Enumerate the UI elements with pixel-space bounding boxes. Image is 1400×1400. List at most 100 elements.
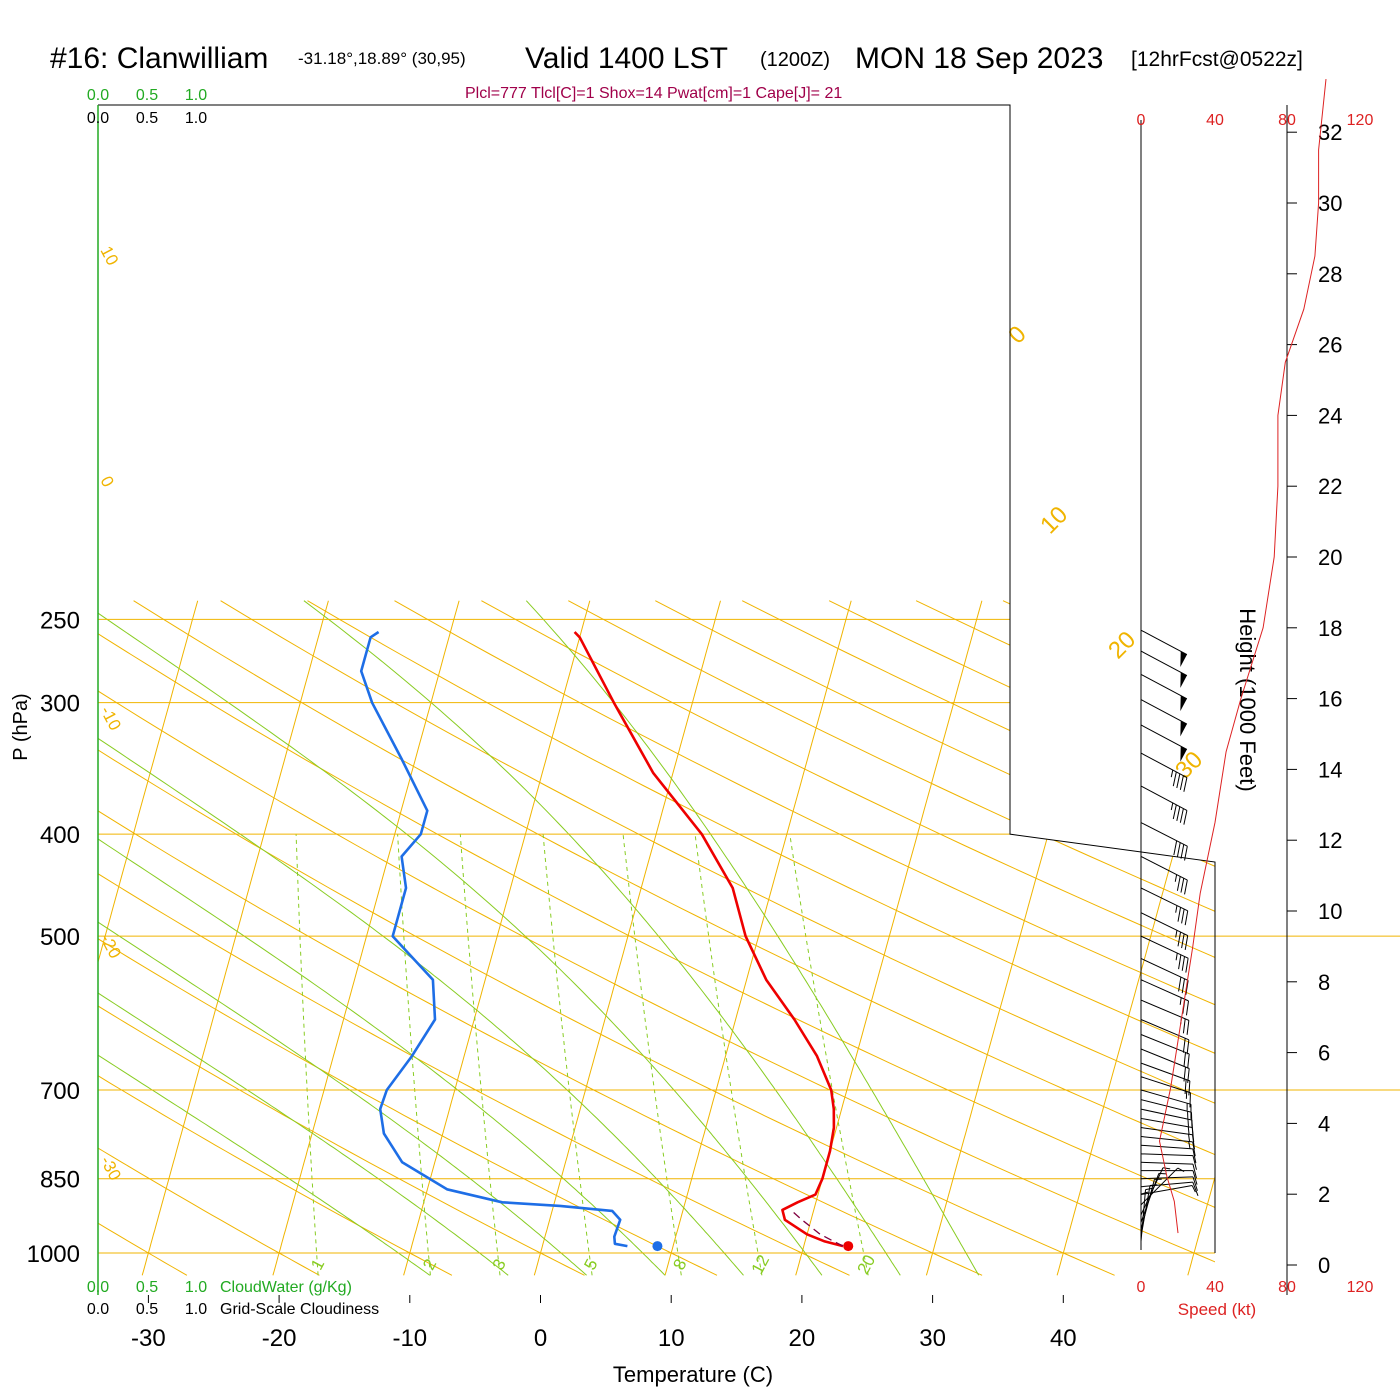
wind-barb: [1140, 1076, 1191, 1108]
wind-barb-feather: [1178, 954, 1182, 970]
x-tick-label: 10: [658, 1325, 685, 1352]
wind-barb-feather: [1180, 878, 1185, 893]
height-tick-label: 14: [1318, 757, 1342, 782]
wind-barb-feather: [1173, 840, 1178, 856]
cloudwater-top-tick: 0.0: [87, 87, 109, 104]
moist-adiabat-line: [98, 600, 431, 1276]
wind-barb-feather: [1183, 1052, 1187, 1068]
wind-barb-feather: [1192, 1176, 1198, 1191]
wind-barb-pennant: [1180, 672, 1187, 688]
wind-barb-staff: [1140, 1089, 1192, 1105]
wind-barb-feather: [1183, 1066, 1187, 1082]
wind-barb-half-feather: [1140, 1191, 1149, 1195]
dry-adiabat-line: [481, 600, 1215, 1276]
isotherm-line: [403, 600, 591, 1276]
wind-barb-feather: [1182, 1018, 1186, 1034]
wind-barb-staff: [1140, 1048, 1190, 1069]
speed-top-tick: 40: [1206, 112, 1224, 129]
wind-barb: [1140, 1144, 1197, 1164]
wind-barb-feather: [1176, 773, 1181, 789]
wind-barb-half-feather: [1187, 1126, 1190, 1135]
dry-adiabat-line: [394, 600, 1215, 1276]
pressure-tick-label: 850: [40, 1167, 80, 1194]
wind-barb-staff: [1140, 856, 1188, 881]
adiabat-label: 30: [1170, 746, 1208, 784]
wind-barb-staff: [1140, 822, 1188, 847]
wind-barb: [1140, 1135, 1196, 1157]
isotherm-label: 0: [96, 473, 117, 490]
wind-barb-half-feather: [1175, 930, 1178, 938]
wind-barb-staff: [1140, 1161, 1193, 1165]
wind-barb: [1140, 1062, 1191, 1096]
dry-adiabat-line: [98, 600, 320, 1276]
moist-adiabat-line: [98, 600, 744, 1276]
wind-barb-half-feather: [1188, 1134, 1191, 1142]
wind-barb-feather: [1180, 844, 1185, 859]
cloudiness-top-tick: 1.0: [185, 110, 207, 127]
isotherm-line: [272, 600, 460, 1276]
cloudwater-bottom-tick: 0.5: [136, 1279, 158, 1296]
y-axis-title: P (hPa): [10, 693, 32, 760]
height-tick-label: 26: [1318, 333, 1342, 358]
isotherm-label: 10: [96, 243, 122, 269]
wind-barb-half-feather: [1188, 1141, 1191, 1149]
pressure-tick-label: 700: [40, 1078, 80, 1105]
wind-barb-feather: [1184, 846, 1188, 861]
height-tick-label: 20: [1318, 545, 1342, 570]
wind-barb-feather: [1186, 1039, 1190, 1055]
wind-barb-half-feather: [1174, 874, 1178, 882]
wind-barb-feather: [1192, 1170, 1198, 1185]
wind-barb-staff: [1140, 752, 1188, 778]
wind-barb-staff: [1140, 935, 1189, 959]
speed-axis-title: Speed (kt): [1178, 1300, 1256, 1319]
wind-barb: [1140, 1185, 1196, 1196]
adiabat-label: 0: [1003, 321, 1032, 350]
wind-barb: [1140, 724, 1188, 762]
wind-barb-staff: [1140, 1167, 1179, 1206]
wind-barb-feather: [1179, 808, 1184, 823]
dry-adiabat-line: [1176, 600, 1215, 1276]
wind-barb-feather: [1187, 1068, 1190, 1084]
wind-barb-half-feather: [1177, 1167, 1185, 1173]
surface-dewpoint-marker: [652, 1241, 663, 1252]
wind-barb: [1140, 912, 1189, 950]
mixing-ratio-line: [789, 834, 869, 1276]
mixing-ratio-label: 5: [580, 1256, 601, 1273]
wind-barb-feather: [1183, 777, 1188, 792]
forecast-label: [12hrFcst@0522z]: [1131, 48, 1303, 71]
height-tick-label: 28: [1318, 262, 1342, 287]
height-axis-title: Height (1000 Feet): [1235, 608, 1260, 791]
cloudwater-top-tick: 0.5: [136, 87, 158, 104]
wind-barb: [1140, 1034, 1190, 1069]
wind-barb-feather: [1188, 1080, 1191, 1096]
height-tick-label: 18: [1318, 616, 1342, 641]
height-tick-label: 8: [1318, 970, 1330, 995]
wind-barb-pennant: [1180, 695, 1187, 712]
wind-barb-feather: [1184, 879, 1188, 895]
dry-adiabat-line: [98, 600, 453, 1276]
dry-adiabat-line: [307, 600, 1215, 1276]
dry-adiabat-line: [828, 600, 1215, 1276]
pressure-tick-label: 300: [40, 691, 80, 718]
isobar-lines: 250 300 400 500 700 850 1000: [27, 607, 1400, 1268]
cloud-axis: 0.0 0.0 0.5 0.5 1.0 1.0 0.0 0.5 1.0 CloudWater (g…: [87, 87, 379, 1318]
cloudwater-bottom-tick: 0.0: [87, 1279, 109, 1296]
wind-barb-feather: [1189, 1092, 1191, 1108]
moist-adiabat-lines: [98, 600, 980, 1276]
mixing-ratio-line: [295, 834, 319, 1276]
height-tick-label: 22: [1318, 474, 1342, 499]
wind-barb-feather: [1187, 1053, 1190, 1069]
dry-adiabat-line: [98, 600, 983, 1276]
wind-speed-panel: 0246810121416182022242628303200404080801…: [1137, 79, 1373, 1296]
mixing-ratio-label: 8: [669, 1256, 690, 1273]
wind-barb-staff: [1140, 1034, 1190, 1055]
wind-barb-staff: [1140, 785, 1188, 811]
utc-time: (1200Z): [760, 49, 830, 71]
wind-barb: [1140, 752, 1188, 792]
isotherm-lines: [98, 600, 1215, 1276]
wind-barb-staff: [1140, 1153, 1193, 1157]
wind-barb-half-feather: [1187, 1119, 1189, 1127]
wind-barb-staff: [1140, 1173, 1160, 1223]
wind-barb-staff: [1140, 979, 1189, 1002]
wind-barb-feather: [1172, 771, 1177, 787]
